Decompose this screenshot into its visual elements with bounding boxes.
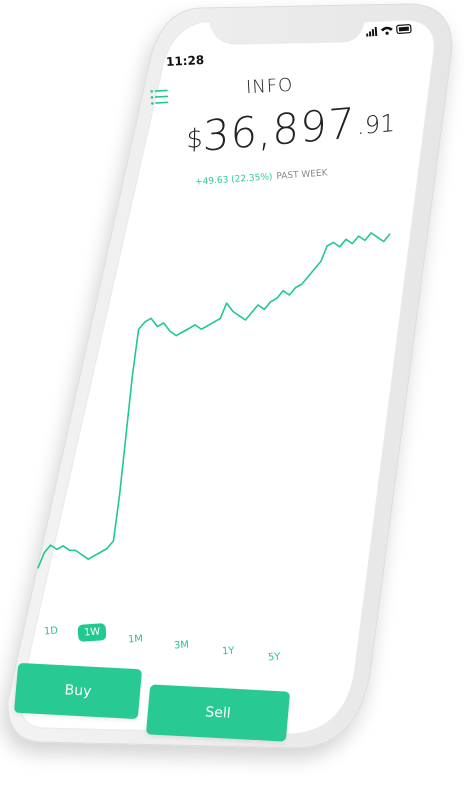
range-5y[interactable]: 5Y xyxy=(267,651,281,664)
signal-wifi-battery-icon xyxy=(366,24,412,37)
range-1w[interactable]: 1W xyxy=(77,623,107,642)
range-3m[interactable]: 3M xyxy=(173,639,190,652)
status-time: 11:28 xyxy=(165,53,205,69)
buy-button[interactable]: Buy xyxy=(13,662,143,720)
sell-button[interactable]: Sell xyxy=(145,684,291,742)
price-cents: .91 xyxy=(356,108,396,141)
status-icons xyxy=(365,20,414,42)
price-currency: $ xyxy=(186,123,204,156)
range-1y[interactable]: 1Y xyxy=(221,645,235,658)
page-title: INFO xyxy=(245,74,294,99)
menu-icon[interactable] xyxy=(150,87,171,106)
range-1d[interactable]: 1D xyxy=(43,625,59,638)
range-1m[interactable]: 1M xyxy=(127,633,144,646)
